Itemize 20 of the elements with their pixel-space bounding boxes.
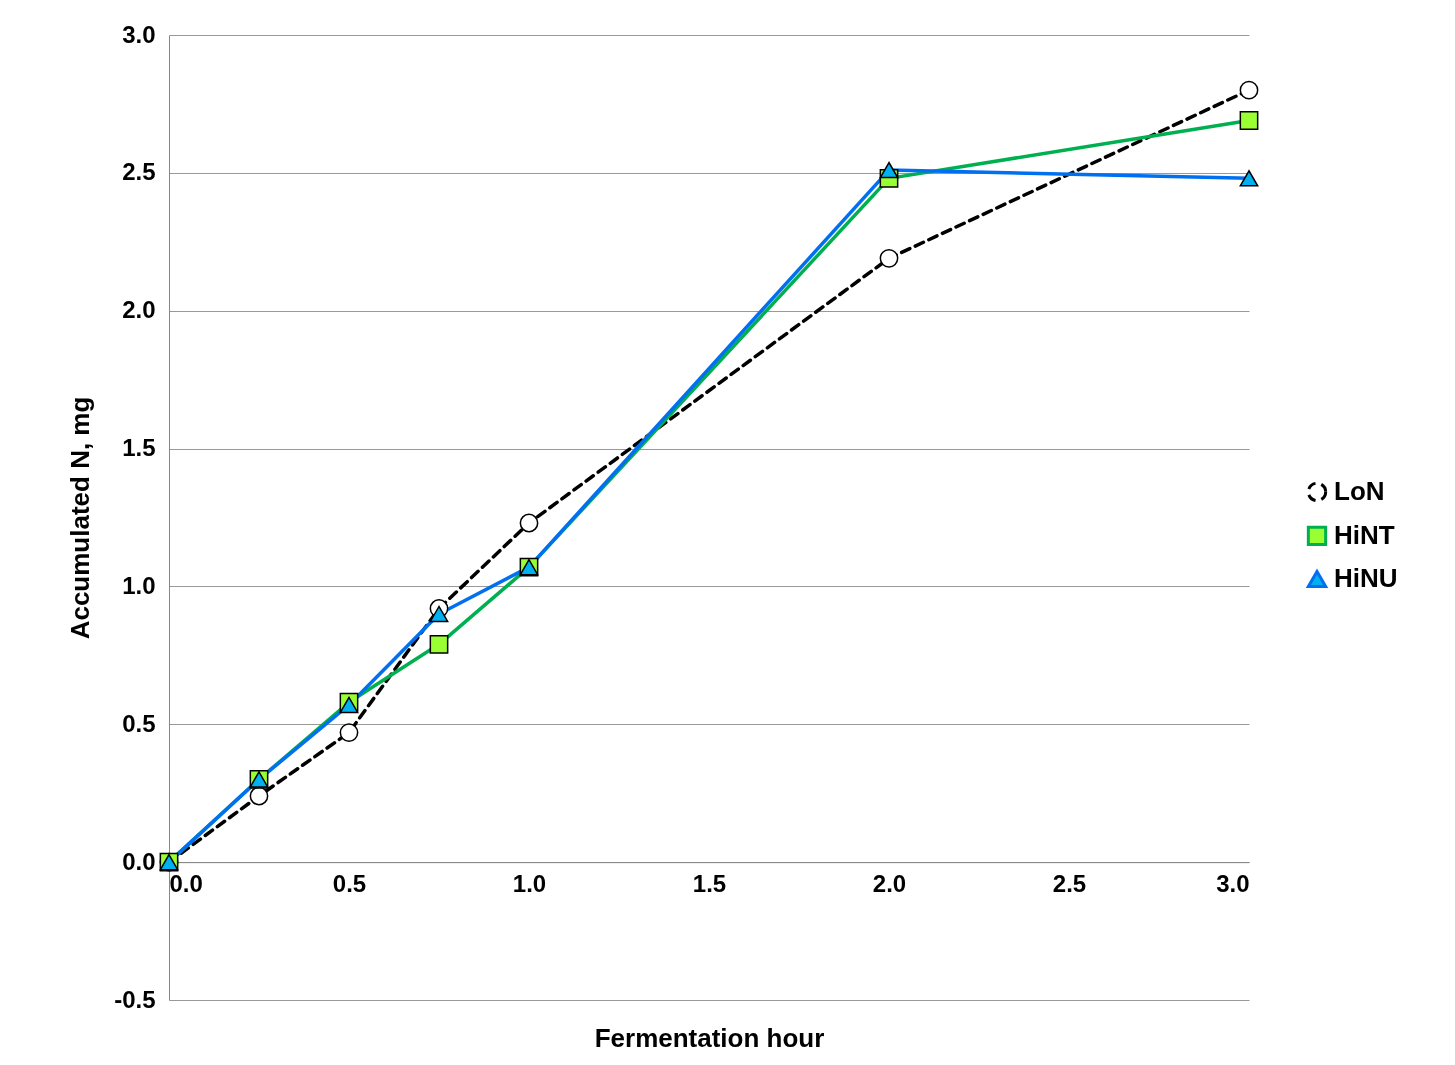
x-tick-label: 0.0 xyxy=(169,869,203,897)
y-tick-label: 0.5 xyxy=(122,709,156,737)
y-tick-label: 0.0 xyxy=(122,847,156,875)
y-tick-label: 1.5 xyxy=(122,434,156,462)
y-axis-title: Accumulated N, mg xyxy=(65,396,96,640)
x-tick-label: 0.5 xyxy=(332,869,367,897)
x-tick-label: 3.0 xyxy=(1216,869,1250,897)
y-tick-label: 1.0 xyxy=(122,571,156,599)
y-tick-label: -0.5 xyxy=(114,985,156,1013)
x-tick-label: 2.5 xyxy=(1052,869,1087,897)
y-tick-label: 2.5 xyxy=(122,158,156,186)
legend-label: HiNU xyxy=(1334,562,1398,593)
legend-label: HiNT xyxy=(1334,519,1395,550)
x-tick-label: 1.5 xyxy=(692,869,727,897)
y-tick-label: 3.0 xyxy=(122,20,156,48)
y-tick-label: 2.0 xyxy=(122,296,156,324)
x-tick-label: 1.0 xyxy=(512,869,547,897)
legend-label: LoN xyxy=(1334,475,1385,506)
x-axis-title: Fermentation hour xyxy=(594,1022,825,1053)
x-tick-label: 2.0 xyxy=(872,869,907,897)
